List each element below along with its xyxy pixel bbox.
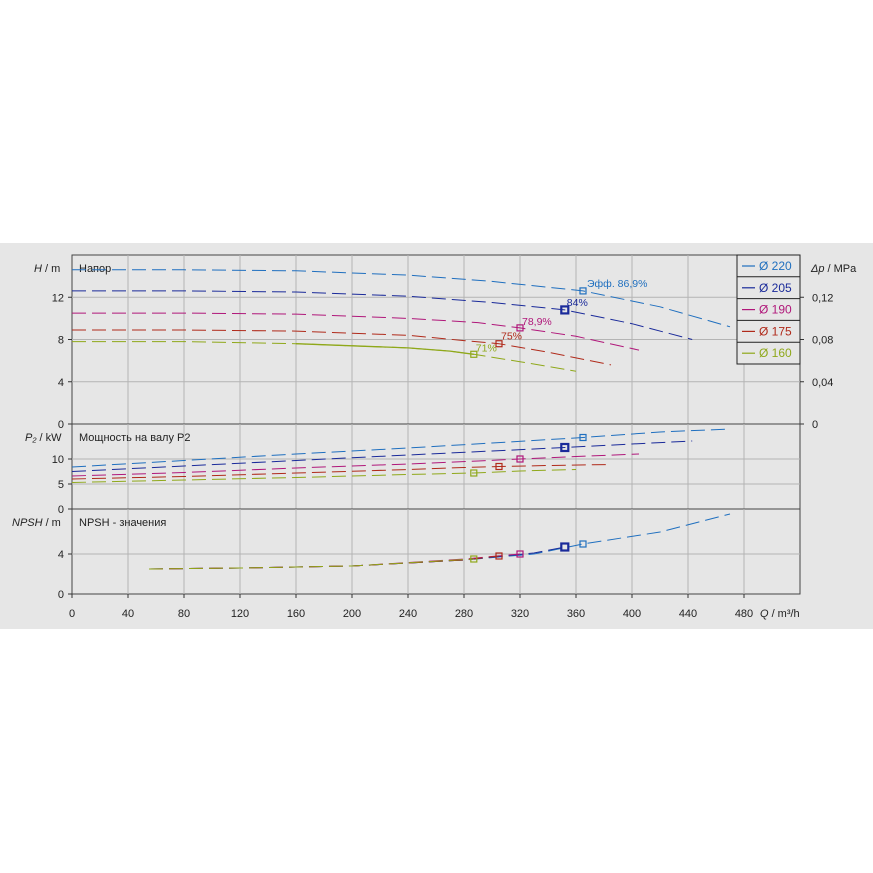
xtick-label: 0 — [69, 608, 75, 620]
power-panel-title: Мощность на валу P2 — [79, 432, 191, 444]
pressure-ytick-label: 0,12 — [812, 292, 833, 304]
head-duty-point — [560, 305, 570, 315]
x-axis-symbol: Q — [760, 608, 769, 620]
head-ytick-label: 4 — [58, 377, 64, 389]
power-duty-point — [495, 462, 503, 471]
head-ytick-label: 0 — [58, 419, 64, 431]
xtick-label: 160 — [287, 608, 305, 620]
xtick-label: 320 — [511, 608, 529, 620]
npsh-y-axis-label: NPSH / m — [12, 517, 61, 529]
efficiency-label: 84% — [567, 297, 588, 309]
npsh-duty-point — [470, 555, 478, 563]
legend-label: Ø 190 — [759, 303, 792, 317]
xtick-label: 40 — [122, 608, 134, 620]
power-ytick-label: 5 — [58, 479, 64, 491]
npsh-y-axis-symbol: NPSH — [12, 517, 43, 529]
pressure-y-axis-symbol: Δp — [810, 263, 825, 275]
legend-label: Ø 160 — [759, 346, 792, 360]
efficiency-label: 71% — [476, 342, 497, 354]
power-plot-area — [71, 423, 801, 510]
head-curve-series — [72, 329, 612, 366]
npsh-ytick-label: 0 — [58, 589, 64, 601]
head-operating-range — [295, 343, 474, 355]
head-panel: Напор H / m 0 4 8 12 Δp / MPa 0 0,04 0,08 0,12 Э… — [34, 254, 857, 431]
head-y-axis-unit: / m — [45, 263, 60, 275]
legend-label: Ø 205 — [759, 281, 792, 295]
head-curves: Эфф. 86,9% 84% 78,9%75% 71% — [72, 269, 731, 372]
xtick-label: 480 — [735, 608, 753, 620]
power-duty-point — [560, 442, 570, 453]
power-ytick-label: 0 — [58, 504, 64, 516]
xtick-label: 200 — [343, 608, 361, 620]
npsh-curve-series — [148, 546, 565, 570]
npsh-plot-area — [71, 508, 801, 595]
x-axis-label: Q / m³/h — [760, 608, 800, 620]
head-curve-series — [72, 269, 731, 328]
efficiency-label: 78,9% — [522, 316, 552, 328]
power-curve-series — [71, 469, 577, 483]
pressure-y-ticks: 0 0,04 0,08 0,12 — [800, 292, 833, 431]
power-curve-series — [71, 440, 693, 472]
xtick-label: 440 — [679, 608, 697, 620]
npsh-grid — [72, 509, 800, 594]
head-grid — [72, 255, 800, 424]
head-curve-series — [72, 290, 693, 340]
pressure-ytick-label: 0,08 — [812, 335, 833, 347]
npsh-duty-point — [495, 552, 503, 560]
pressure-ytick-label: 0,04 — [812, 377, 833, 389]
x-axis-unit: / m³/h — [772, 608, 800, 620]
head-duty-point — [516, 324, 524, 332]
npsh-duty-point — [579, 540, 587, 548]
legend: Ø 220 Ø 205 Ø 190 Ø 175 Ø 160 — [736, 254, 801, 365]
head-ytick-label: 12 — [52, 292, 64, 304]
power-duty-point — [579, 433, 587, 442]
power-y-axis-label: P₂ / kW — [25, 432, 62, 444]
xtick-label: 240 — [399, 608, 417, 620]
npsh-curves — [148, 513, 731, 570]
xtick-label: 280 — [455, 608, 473, 620]
power-curve-series — [71, 428, 731, 468]
x-ticks: 0 40 80 120 160 200 240 280 320 360 400 440 480 — [69, 594, 753, 620]
xtick-label: 400 — [623, 608, 641, 620]
legend-label: Ø 175 — [759, 324, 792, 338]
head-duty-point — [495, 340, 503, 348]
xtick-label: 120 — [231, 608, 249, 620]
efficiency-label: Эфф. 86,9% — [587, 278, 647, 290]
npsh-curve-series — [148, 558, 474, 570]
head-y-axis-label: H / m — [34, 263, 60, 275]
power-curve-series — [71, 464, 612, 480]
power-curves — [71, 428, 731, 483]
npsh-duty-point — [560, 542, 570, 552]
head-y-axis-symbol: H — [34, 263, 42, 275]
pressure-ytick-label: 0 — [812, 419, 818, 431]
xtick-label: 80 — [178, 608, 190, 620]
efficiency-label: 75% — [501, 331, 522, 343]
power-y-axis-unit: / kW — [40, 432, 63, 444]
head-panel-title: Напор — [79, 263, 111, 275]
pressure-y-axis-unit: / MPa — [828, 263, 858, 275]
npsh-y-ticks: 04 — [58, 549, 72, 601]
power-panel: Мощность на валу P2 P₂ / kW 0 5 10 — [25, 423, 801, 516]
npsh-duty-point — [516, 550, 524, 558]
power-duty-point — [516, 455, 524, 463]
power-duty-point — [470, 469, 478, 477]
head-y-ticks: 0 4 8 12 — [52, 292, 72, 431]
head-ytick-label: 8 — [58, 335, 64, 347]
npsh-ytick-label: 4 — [58, 549, 64, 561]
power-ytick-label: 10 — [52, 454, 64, 466]
power-y-axis-symbol: P₂ — [25, 432, 37, 444]
head-curve-series — [72, 312, 640, 351]
head-curve-series — [72, 341, 577, 372]
npsh-panel: NPSH - значения NPSH / m 04 — [12, 508, 801, 601]
power-curve-series — [71, 453, 640, 477]
npsh-y-axis-unit: / m — [46, 517, 61, 529]
power-y-ticks: 0 5 10 — [52, 454, 72, 516]
pressure-y-axis-label: Δp / MPa — [810, 263, 857, 275]
xtick-label: 360 — [567, 608, 585, 620]
head-duty-point — [579, 287, 587, 295]
legend-items: Ø 220 Ø 205 Ø 190 Ø 175 Ø 160 — [737, 259, 800, 360]
legend-label: Ø 220 — [759, 259, 792, 273]
npsh-panel-title: NPSH - значения — [79, 517, 166, 529]
